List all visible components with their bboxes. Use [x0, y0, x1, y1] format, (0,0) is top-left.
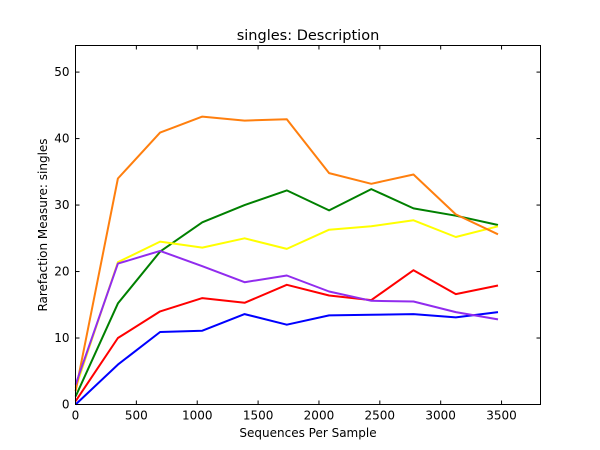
x-tick-label-0: 0: [72, 409, 80, 423]
y-tick-label-50: 50: [54, 65, 69, 79]
series-line-2: [74, 269, 499, 402]
x-tick-label-1500: 1500: [243, 409, 274, 423]
y-tick-label-40: 40: [54, 132, 69, 146]
series-line-1: [74, 311, 499, 406]
y-tick-label-30: 30: [54, 198, 69, 212]
chart-title: singles: Description: [237, 28, 380, 44]
x-tick-label-3500: 3500: [486, 409, 517, 423]
plot-frame: [75, 45, 541, 405]
series-line-6: [74, 249, 499, 385]
y-tick-label-10: 10: [54, 331, 69, 345]
x-tick-label-1000: 1000: [182, 409, 213, 423]
series-line-3: [74, 188, 499, 397]
series-line-5: [74, 115, 499, 392]
x-tick-label-2500: 2500: [365, 409, 396, 423]
ticks-group: 0 500 1000 1500 2000 2500 3000 3500 0 10 20 30 40 50: [54, 45, 541, 423]
y-tick-label-0: 0: [62, 398, 70, 412]
y-tick-label-20: 20: [54, 265, 69, 279]
x-tick-label-500: 500: [125, 409, 148, 423]
x-tick-label-2000: 2000: [304, 409, 335, 423]
y-axis-title: Rarefaction Measure: singles: [36, 138, 50, 311]
series-line-4: [74, 219, 499, 389]
x-tick-label-3000: 3000: [425, 409, 456, 423]
plot-lines-group: [74, 115, 499, 406]
x-axis-title: Sequences Per Sample: [239, 426, 376, 440]
